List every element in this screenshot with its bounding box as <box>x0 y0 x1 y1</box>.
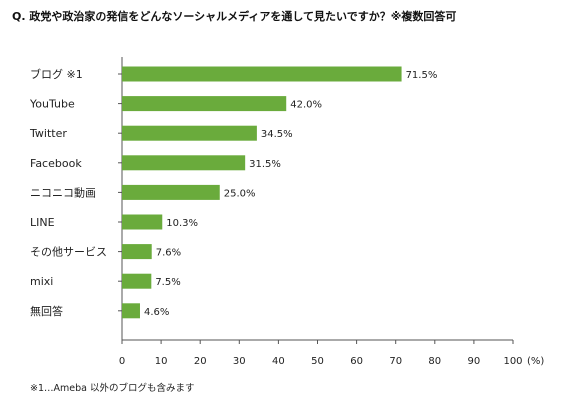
bar-7 <box>122 273 152 289</box>
x-tick-label: 40 <box>272 356 285 367</box>
x-tick-label: 90 <box>468 356 481 367</box>
category-label: Twitter <box>29 127 67 140</box>
data-label: 10.3% <box>166 218 198 229</box>
x-tick-label: 0 <box>119 356 125 367</box>
bar-3 <box>122 155 246 171</box>
data-label: 7.6% <box>156 248 181 259</box>
data-label: 4.6% <box>144 307 169 318</box>
x-tick-label: 60 <box>350 356 363 367</box>
data-label: 71.5% <box>406 70 438 81</box>
x-tick-label: 80 <box>428 356 441 367</box>
x-tick-label: 70 <box>389 356 402 367</box>
bar-5 <box>122 214 163 230</box>
data-label: 7.5% <box>155 277 180 288</box>
bar-0 <box>122 66 402 82</box>
data-label: 34.5% <box>261 129 293 140</box>
x-tick-label: 50 <box>311 356 324 367</box>
data-label: 31.5% <box>249 159 281 170</box>
category-label: その他サービス <box>30 246 107 259</box>
bar-2 <box>122 125 257 141</box>
category-label: YouTube <box>29 98 75 111</box>
category-label: ニコニコ動画 <box>30 185 96 199</box>
category-label: mixi <box>30 275 53 288</box>
data-label: 25.0% <box>224 188 256 199</box>
bar-6 <box>122 244 152 260</box>
x-tick-label: 30 <box>233 356 246 367</box>
bar-8 <box>122 303 140 319</box>
chart-title: Q. 政党や政治家の発信をどんなソーシャルメディアを通して見たいですか？※複数回… <box>12 10 457 23</box>
bar-1 <box>122 96 287 112</box>
x-tick-label: 10 <box>155 356 168 367</box>
category-label: 無回答 <box>30 304 63 318</box>
x-tick-label: 100 <box>503 356 522 367</box>
category-label: LINE <box>30 216 55 229</box>
data-label: 42.0% <box>290 100 322 111</box>
category-label: ブログ ※1 <box>30 67 83 81</box>
category-label: Facebook <box>30 157 82 170</box>
bar-4 <box>122 184 220 200</box>
chart-footnote: ※1…Ameba 以外のブログも含みます <box>30 383 195 394</box>
x-axis-unit: (%) <box>527 356 544 367</box>
x-tick-label: 20 <box>194 356 207 367</box>
